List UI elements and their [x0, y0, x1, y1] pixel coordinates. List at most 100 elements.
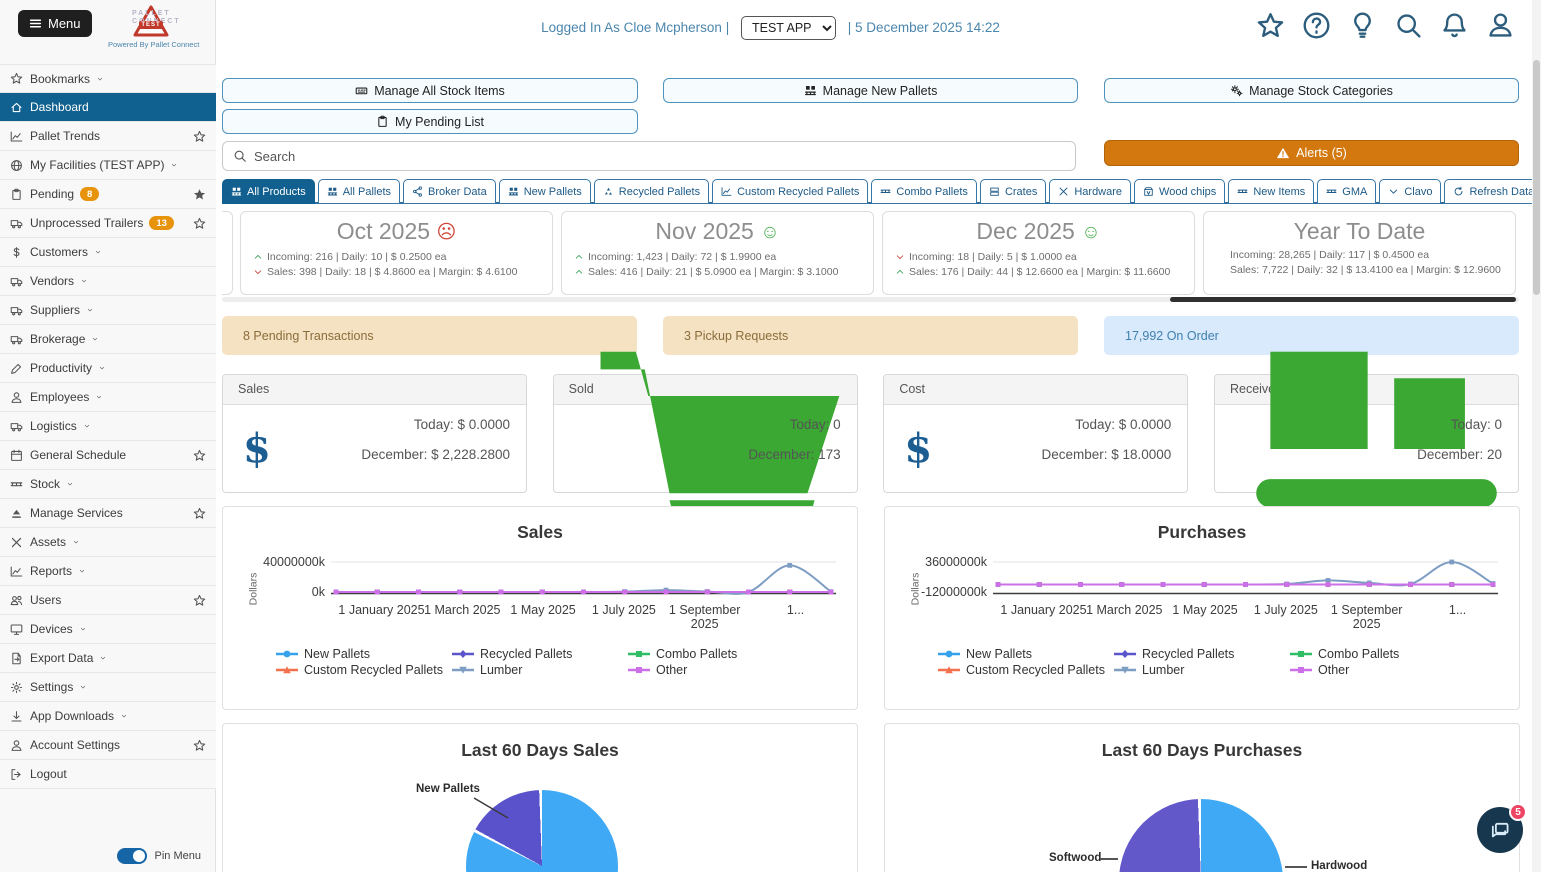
legend-item-combo-pallets[interactable]: Combo Pallets: [1290, 647, 1466, 661]
legend-item-custom-recycled-pallets[interactable]: Custom Recycled Pallets: [276, 663, 452, 677]
refresh-data-tab[interactable]: Refresh Data: [1444, 179, 1541, 204]
bookmark-star-icon[interactable]: [193, 739, 206, 752]
sidebar-item-stock[interactable]: Stock: [0, 470, 216, 499]
tab-combo-pallets[interactable]: Combo Pallets: [871, 179, 977, 204]
pin-menu-toggle[interactable]: [116, 848, 147, 864]
bookmark-star-icon[interactable]: [193, 507, 206, 520]
month-card-oct-2025[interactable]: Oct 2025 ☹ Incoming: 216 | Daily: 10 | $ …: [240, 211, 553, 295]
manage-all-stock-items-button[interactable]: Manage All Stock Items: [222, 78, 638, 103]
x-tick: 1 January 2025: [338, 603, 425, 617]
tab-new-items[interactable]: New Items: [1228, 179, 1315, 204]
tab-all-products[interactable]: All Products: [222, 179, 315, 204]
sidebar-item-brokerage[interactable]: Brokerage: [0, 325, 216, 354]
sidebar-item-users[interactable]: Users: [0, 586, 216, 615]
sidebar-item-customers[interactable]: Customers: [0, 238, 216, 267]
purchases-pie-chart[interactable]: [1119, 799, 1283, 872]
legend-item-recycled-pallets[interactable]: Recycled Pallets: [452, 647, 628, 661]
manage-stock-categories-button[interactable]: Manage Stock Categories: [1104, 78, 1519, 103]
refresh-icon: [1453, 186, 1464, 197]
bookmark-star-icon[interactable]: [193, 188, 206, 201]
sidebar-item-vendors[interactable]: Vendors: [0, 267, 216, 296]
carousel-scrollbar-thumb[interactable]: [1170, 297, 1516, 302]
bookmark-star-icon[interactable]: [193, 130, 206, 143]
chart-line-icon: [721, 186, 732, 197]
bookmark-star-icon[interactable]: [193, 449, 206, 462]
sidebar-item-bookmarks[interactable]: Bookmarks: [0, 64, 216, 93]
tab-crates[interactable]: Crates: [979, 179, 1047, 204]
ideas-bulb-icon[interactable]: [1348, 11, 1377, 40]
alerts-button[interactable]: Alerts (5): [1104, 140, 1519, 166]
stat-card-sold: Sold Today: 0 December: 173: [552, 351, 858, 573]
tab-all-pallets[interactable]: All Pallets: [317, 179, 400, 204]
legend-item-new-pallets[interactable]: New Pallets: [938, 647, 1114, 661]
sidebar-item-general-schedule[interactable]: General Schedule: [0, 441, 216, 470]
manage-new-pallets-button[interactable]: Manage New Pallets: [663, 78, 1078, 103]
sales-chart-card: Sales Dollars 40000000k 0k 1 January 202…: [222, 506, 858, 710]
sidebar-item-pending[interactable]: Pending 8: [0, 180, 216, 209]
sidebar-item-dashboard[interactable]: Dashboard: [0, 93, 216, 122]
tab-wood-chips[interactable]: Wood chips: [1134, 179, 1226, 204]
user-profile-icon[interactable]: [1486, 11, 1515, 40]
legend-item-recycled-pallets[interactable]: Recycled Pallets: [1114, 647, 1290, 661]
bookmark-star-icon[interactable]: [193, 217, 206, 230]
legend-item-lumber[interactable]: Lumber: [1114, 663, 1290, 677]
sidebar-item-employees[interactable]: Employees: [0, 383, 216, 412]
sidebar-item-assets[interactable]: Assets: [0, 528, 216, 557]
sidebar-item-manage-services[interactable]: Manage Services: [0, 499, 216, 528]
menu-button[interactable]: Menu: [18, 10, 92, 37]
favorites-star-icon[interactable]: [1256, 11, 1285, 40]
caret-down-icon: [99, 654, 107, 662]
month-card-dec-2025[interactable]: Dec 2025 ☺ Incoming: 18 | Daily: 5 | $ 1.…: [882, 211, 1195, 295]
sidebar-item-devices[interactable]: Devices: [0, 615, 216, 644]
sidebar-item-suppliers[interactable]: Suppliers: [0, 296, 216, 325]
search-icon[interactable]: [1394, 11, 1423, 40]
sidebar-item-app-downloads[interactable]: App Downloads: [0, 702, 216, 731]
page-scrollbar-thumb[interactable]: [1533, 60, 1540, 295]
tab-new-pallets[interactable]: New Pallets: [498, 179, 591, 204]
banner-17-992-on-order[interactable]: 17,992 On Order: [1104, 316, 1519, 355]
notifications-bell-icon[interactable]: [1440, 11, 1469, 40]
sidebar-item-logistics[interactable]: Logistics: [0, 412, 216, 441]
my-pending-list-button[interactable]: My Pending List: [222, 109, 638, 134]
tab-clavo[interactable]: Clavo: [1379, 179, 1442, 204]
legend-marker-icon: [938, 650, 960, 658]
legend-item-other[interactable]: Other: [1290, 663, 1466, 677]
sidebar-item-productivity[interactable]: Productivity: [0, 354, 216, 383]
chat-fab-button[interactable]: 5: [1477, 803, 1527, 853]
tab-custom-recycled-pallets[interactable]: Custom Recycled Pallets: [712, 179, 869, 204]
tab-gma[interactable]: GMA: [1317, 179, 1377, 204]
app-select[interactable]: TEST APP: [741, 16, 836, 40]
legend-marker-icon: [1290, 667, 1312, 673]
sidebar-item-account-settings[interactable]: Account Settings: [0, 731, 216, 760]
tab-hardware[interactable]: Hardware: [1049, 179, 1132, 204]
sidebar-item-settings[interactable]: Settings: [0, 673, 216, 702]
bookmark-star-icon[interactable]: [193, 594, 206, 607]
legend-item-lumber[interactable]: Lumber: [452, 663, 628, 677]
tab-recycled-pallets[interactable]: Recycled Pallets: [593, 179, 710, 204]
legend-marker-icon: [628, 651, 650, 657]
sidebar-item-my-facilities-test-app[interactable]: My Facilities (TEST APP): [0, 151, 216, 180]
sidebar-item-unprocessed-trailers[interactable]: Unprocessed Trailers 13: [0, 209, 216, 238]
search-input[interactable]: [254, 148, 1065, 164]
banner-8-pending-transactions[interactable]: 8 Pending Transactions: [222, 316, 637, 355]
legend-marker-icon: [452, 666, 474, 674]
legend-item-custom-recycled-pallets[interactable]: Custom Recycled Pallets: [938, 663, 1114, 677]
warning-icon: [1276, 146, 1290, 160]
legend-item-combo-pallets[interactable]: Combo Pallets: [628, 647, 804, 661]
leader-line: [1100, 858, 1118, 860]
banner-3-pickup-requests[interactable]: 3 Pickup Requests: [663, 316, 1078, 355]
legend-item-other[interactable]: Other: [628, 663, 804, 677]
pallet-lines-icon: [10, 478, 23, 491]
month-card-year-to-date[interactable]: Year To Date Incoming: 28,265 | Daily: 11…: [1203, 211, 1516, 295]
help-icon[interactable]: [1302, 11, 1331, 40]
sidebar-item-export-data[interactable]: Export Data: [0, 644, 216, 673]
sidebar-item-logout[interactable]: Logout: [0, 760, 216, 789]
person-icon: [10, 391, 23, 404]
truck-icon: [10, 304, 23, 317]
sidebar-item-pallet-trends[interactable]: Pallet Trends: [0, 122, 216, 151]
legend-item-new-pallets[interactable]: New Pallets: [276, 647, 452, 661]
caret-down-icon: [91, 335, 99, 343]
month-card-nov-2025[interactable]: Nov 2025 ☺ Incoming: 1,423 | Daily: 72 | …: [561, 211, 874, 295]
tab-broker-data[interactable]: Broker Data: [403, 179, 496, 204]
sidebar-item-reports[interactable]: Reports: [0, 557, 216, 586]
